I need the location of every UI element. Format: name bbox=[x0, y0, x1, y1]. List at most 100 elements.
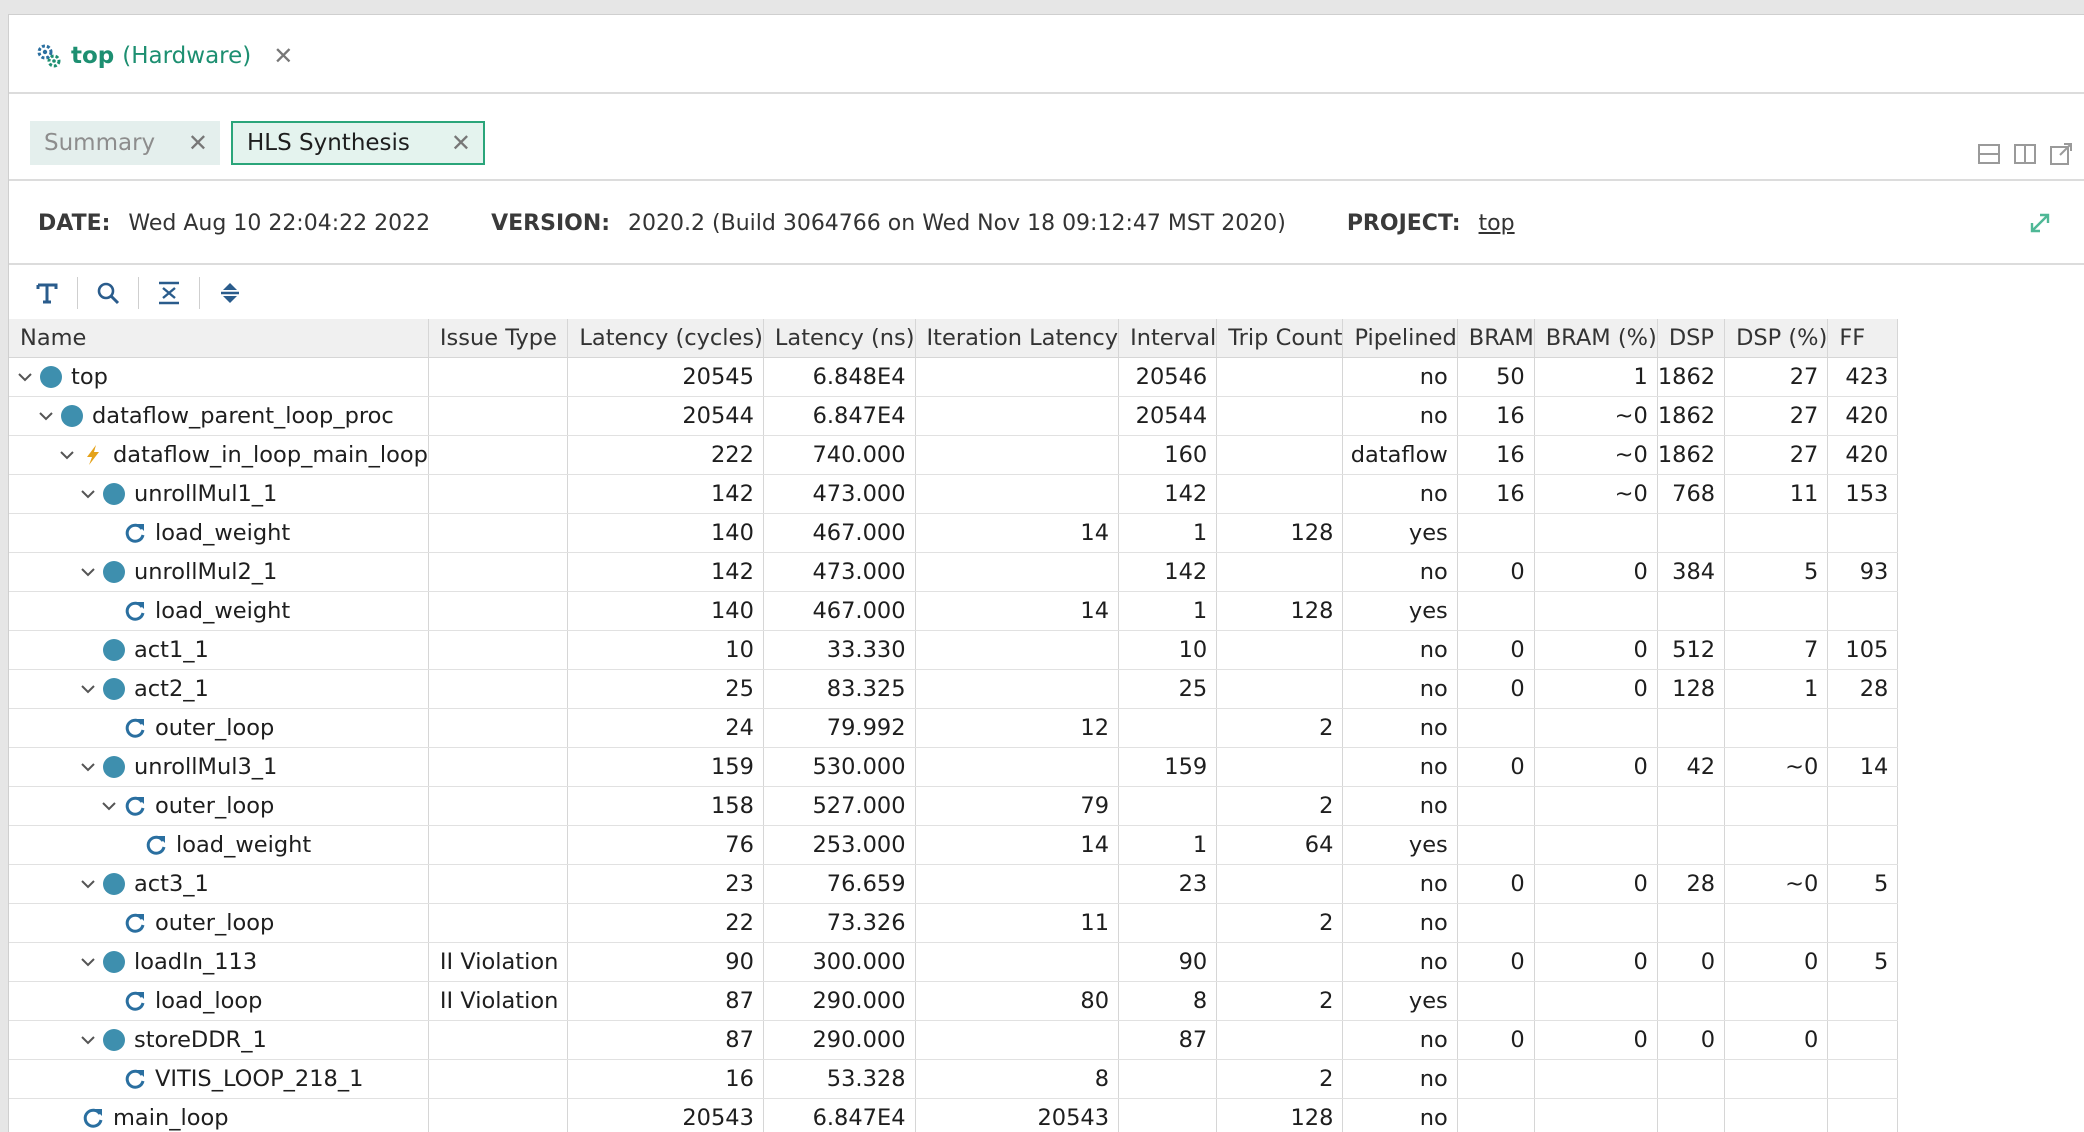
chevron-down-icon[interactable] bbox=[74, 484, 102, 504]
split-vertical-icon[interactable] bbox=[2012, 141, 2038, 167]
table-row[interactable]: unrollMul3_1 159 530.000 159 no 0 0 42 ~0 14 bbox=[9, 747, 1899, 787]
column-header-interval[interactable]: Interval bbox=[1118, 319, 1218, 358]
column-header-pipelined[interactable]: Pipelined bbox=[1342, 319, 1458, 358]
column-header-dsp-pct[interactable]: DSP (%) bbox=[1724, 319, 1829, 358]
name-cell[interactable]: unrollMul1_1 bbox=[9, 474, 429, 514]
name-cell[interactable]: act3_1 bbox=[9, 864, 429, 904]
close-hls-tab-icon[interactable]: ✕ bbox=[450, 129, 471, 157]
column-header-iteration-latency[interactable]: Iteration Latency bbox=[915, 319, 1120, 358]
name-cell[interactable]: VITIS_LOOP_218_1 bbox=[9, 1059, 429, 1099]
chevron-down-icon[interactable] bbox=[74, 952, 102, 972]
collapse-all-button[interactable] bbox=[147, 273, 191, 313]
name-cell[interactable]: storeDDR_1 bbox=[9, 1020, 429, 1060]
table-row[interactable]: loadIn_113 II Violation 90 300.000 90 no 0 0 0 0 5 bbox=[9, 942, 1899, 982]
cell-bram-pct: ~0 bbox=[1534, 474, 1658, 514]
name-cell[interactable]: outer_loop bbox=[9, 786, 429, 826]
row-name: unrollMul3_1 bbox=[134, 753, 278, 780]
column-header-bram-pct[interactable]: BRAM (%) bbox=[1534, 319, 1658, 358]
close-summary-tab-icon[interactable]: ✕ bbox=[187, 129, 208, 157]
chevron-down-icon[interactable] bbox=[53, 445, 81, 465]
table-row[interactable]: act2_1 25 83.325 25 no 0 0 128 1 28 bbox=[9, 669, 1899, 709]
name-cell[interactable]: act2_1 bbox=[9, 669, 429, 709]
chevron-down-icon[interactable] bbox=[11, 367, 39, 387]
tab-hls-synthesis[interactable]: HLS Synthesis ✕ bbox=[231, 121, 485, 165]
table-row[interactable]: unrollMul2_1 142 473.000 142 no 0 0 384 5 93 bbox=[9, 552, 1899, 592]
cell-dsp: 1862 bbox=[1657, 435, 1726, 475]
column-header-trip-count[interactable]: Trip Count bbox=[1216, 319, 1344, 358]
table-row[interactable]: load_loop II Violation 87 290.000 80 8 2 yes bbox=[9, 981, 1899, 1021]
column-header-latency-ns[interactable]: Latency (ns) bbox=[763, 319, 916, 358]
table-row[interactable]: load_weight 140 467.000 14 1 128 yes bbox=[9, 513, 1899, 553]
expand-all-button[interactable] bbox=[208, 273, 252, 313]
name-cell[interactable]: outer_loop bbox=[9, 903, 429, 943]
row-name: dataflow_parent_loop_proc bbox=[92, 402, 394, 429]
cell-ff: 420 bbox=[1827, 396, 1899, 436]
table-row[interactable]: dataflow_in_loop_main_loop 222 740.000 160 d… bbox=[9, 435, 1899, 475]
cell-issue-type bbox=[428, 864, 569, 904]
chevron-down-icon[interactable] bbox=[74, 1030, 102, 1050]
tab-summary[interactable]: Summary ✕ bbox=[30, 121, 220, 165]
project-link[interactable]: top bbox=[1478, 210, 1515, 236]
module-icon bbox=[102, 872, 126, 896]
cell-bram-pct: 0 bbox=[1534, 942, 1658, 982]
column-header-dsp[interactable]: DSP bbox=[1657, 319, 1726, 358]
cell-bram-pct bbox=[1534, 1098, 1658, 1132]
cell-bram: 16 bbox=[1457, 435, 1535, 475]
name-cell[interactable]: loadIn_113 bbox=[9, 942, 429, 982]
table-row[interactable]: outer_loop 158 527.000 79 2 no bbox=[9, 786, 1899, 826]
cell-ff: 14 bbox=[1827, 747, 1899, 787]
table-row[interactable]: outer_loop 22 73.326 11 2 no bbox=[9, 903, 1899, 943]
cell-dsp: 0 bbox=[1657, 1020, 1726, 1060]
loop-icon bbox=[123, 521, 147, 545]
search-button[interactable] bbox=[86, 273, 130, 313]
chevron-down-icon[interactable] bbox=[74, 679, 102, 699]
cell-dsp: 0 bbox=[1657, 942, 1726, 982]
cell-trip-count bbox=[1216, 669, 1344, 709]
table-row[interactable]: top 20545 6.848E4 20546 no 50 1 1862 27 423 bbox=[9, 357, 1899, 397]
name-cell[interactable]: top bbox=[9, 357, 429, 397]
name-cell[interactable]: load_weight bbox=[9, 825, 429, 865]
table-row[interactable]: load_weight 76 253.000 14 1 64 yes bbox=[9, 825, 1899, 865]
table-row[interactable]: unrollMul1_1 142 473.000 142 no 16 ~0 768 11 153 bbox=[9, 474, 1899, 514]
table-row[interactable]: VITIS_LOOP_218_1 16 53.328 8 2 no bbox=[9, 1059, 1899, 1099]
chevron-down-icon[interactable] bbox=[74, 757, 102, 777]
editor-tab-top-hardware[interactable]: top (Hardware) ✕ bbox=[35, 39, 293, 73]
cell-iteration-latency: 80 bbox=[915, 981, 1120, 1021]
chevron-down-icon[interactable] bbox=[95, 796, 123, 816]
column-header-issue-type[interactable]: Issue Type bbox=[428, 319, 569, 358]
name-cell[interactable]: dataflow_in_loop_main_loop bbox=[9, 435, 429, 475]
table-row[interactable]: load_weight 140 467.000 14 1 128 yes bbox=[9, 591, 1899, 631]
table-row[interactable]: outer_loop 24 79.992 12 2 no bbox=[9, 708, 1899, 748]
name-cell[interactable]: outer_loop bbox=[9, 708, 429, 748]
cell-dsp-pct: 1 bbox=[1724, 669, 1829, 709]
column-header-bram[interactable]: BRAM bbox=[1457, 319, 1535, 358]
row-name: main_loop bbox=[113, 1104, 229, 1131]
cell-ff: 105 bbox=[1827, 630, 1899, 670]
name-cell[interactable]: load_weight bbox=[9, 591, 429, 631]
name-cell[interactable]: dataflow_parent_loop_proc bbox=[9, 396, 429, 436]
float-window-icon[interactable] bbox=[2048, 141, 2074, 167]
text-format-button[interactable] bbox=[25, 273, 69, 313]
table-row[interactable]: main_loop 20543 6.847E4 20543 128 no bbox=[9, 1098, 1899, 1132]
chevron-down-icon[interactable] bbox=[32, 406, 60, 426]
table-row[interactable]: storeDDR_1 87 290.000 87 no 0 0 0 0 bbox=[9, 1020, 1899, 1060]
column-header-latency-cycles[interactable]: Latency (cycles) bbox=[567, 319, 764, 358]
column-header-ff[interactable]: FF bbox=[1827, 319, 1899, 358]
name-cell[interactable]: load_weight bbox=[9, 513, 429, 553]
table-row[interactable]: act1_1 10 33.330 10 no 0 0 512 7 105 bbox=[9, 630, 1899, 670]
name-cell[interactable]: main_loop bbox=[9, 1098, 429, 1132]
name-cell[interactable]: unrollMul3_1 bbox=[9, 747, 429, 787]
close-editor-tab-icon[interactable]: ✕ bbox=[273, 42, 294, 70]
expand-icon[interactable] bbox=[2026, 209, 2054, 237]
table-row[interactable]: act3_1 23 76.659 23 no 0 0 28 ~0 5 bbox=[9, 864, 1899, 904]
name-cell[interactable]: load_loop bbox=[9, 981, 429, 1021]
cell-ff bbox=[1827, 591, 1899, 631]
name-cell[interactable]: unrollMul2_1 bbox=[9, 552, 429, 592]
table-row[interactable]: dataflow_parent_loop_proc 20544 6.847E4 205… bbox=[9, 396, 1899, 436]
cell-bram-pct: 0 bbox=[1534, 552, 1658, 592]
split-horizontal-icon[interactable] bbox=[1976, 141, 2002, 167]
chevron-down-icon[interactable] bbox=[74, 562, 102, 582]
chevron-down-icon[interactable] bbox=[74, 874, 102, 894]
name-cell[interactable]: act1_1 bbox=[9, 630, 429, 670]
column-header-name[interactable]: Name bbox=[9, 319, 429, 358]
